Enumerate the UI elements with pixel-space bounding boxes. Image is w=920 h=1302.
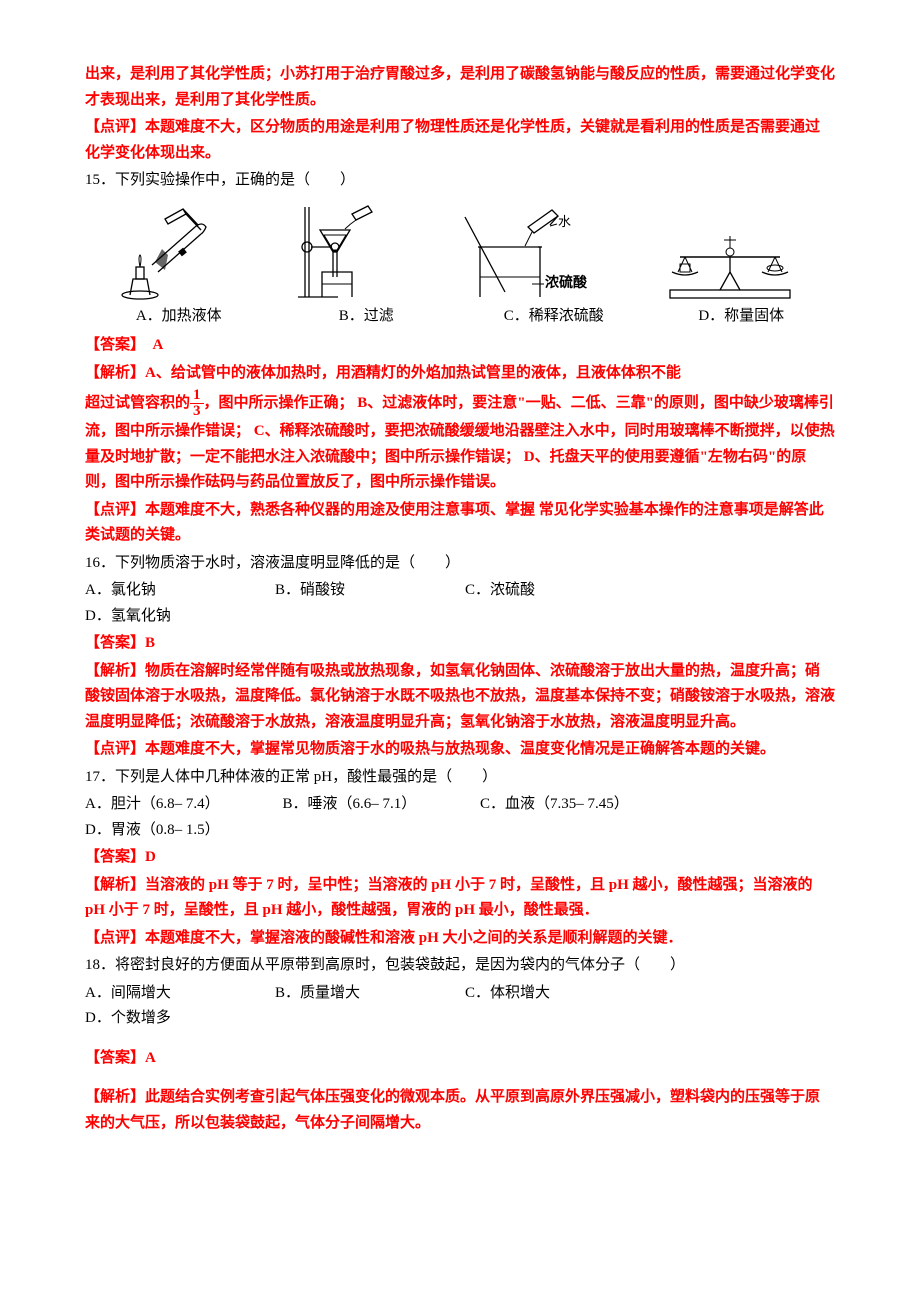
balance-icon bbox=[650, 222, 810, 302]
q17-answer: 【答案】D bbox=[85, 845, 835, 871]
acid-label: 浓硫酸 bbox=[545, 274, 588, 291]
analysis-text: 物质在溶解时经常伴随有吸热或放热现象，如氢氧化钠固体、浓硫酸溶于放出大量的热，温… bbox=[85, 663, 835, 730]
q15-review: 【点评】本题难度不大，熟悉各种仪器的用途及使用注意事项、掌握 常见化学实验基本操… bbox=[85, 498, 835, 549]
q18-opt-d: D．个数增多 bbox=[85, 1006, 275, 1032]
q16-opt-b: B．硝酸铵 bbox=[275, 578, 465, 604]
analysis-text: 此题结合实例考查引起气体压强变化的微观本质。从平原到高原外界压强减小，塑料袋内的… bbox=[85, 1089, 820, 1131]
answer-label: 【答案】 bbox=[85, 1050, 145, 1066]
q16-opt-a: A．氯化钠 bbox=[85, 578, 275, 604]
answer-label: 【答案】 bbox=[85, 337, 138, 353]
q17-opt-c: C．血液（7.35– 7.45） bbox=[480, 792, 685, 818]
figure-d bbox=[650, 222, 810, 302]
intro-review: 【点评】本题难度不大，区分物质的用途是利用了物理性质还是化学性质，关键就是看利用… bbox=[85, 115, 835, 166]
water-label: 水 bbox=[558, 214, 571, 229]
review-label: 【点评】 bbox=[85, 741, 145, 757]
q15-figures: 水 浓硫酸 bbox=[85, 202, 835, 302]
analysis-pre-text: A、给试管中的液体加热时，用酒精灯的外焰加热试管里的液体，且液体体积不能 bbox=[145, 365, 681, 381]
q18-answer: 【答案】A bbox=[85, 1046, 835, 1072]
analysis-label: 【解析】 bbox=[85, 877, 145, 893]
answer-value: D bbox=[145, 849, 156, 865]
fraction: 13 bbox=[190, 388, 204, 419]
fig-d-label: D．称量固体 bbox=[661, 304, 821, 330]
review-label: 【点评】 bbox=[85, 930, 145, 946]
q16-options: A．氯化钠 B．硝酸铵 C．浓硫酸 D．氢氧化钠 bbox=[85, 578, 835, 629]
q18-opt-a: A．间隔增大 bbox=[85, 981, 275, 1007]
q16-answer: 【答案】B bbox=[85, 631, 835, 657]
frac-num: 1 bbox=[190, 388, 204, 404]
q17-opt-a: A．胆汁（6.8– 7.4） bbox=[85, 792, 283, 818]
fig-a-label: A．加热液体 bbox=[99, 304, 259, 330]
q18-stem: 18．将密封良好的方便面从平原带到高原时，包装袋鼓起，是因为袋内的气体分子（ ） bbox=[85, 953, 835, 979]
q16-opt-d: D．氢氧化钠 bbox=[85, 604, 275, 630]
answer-label: 【答案】 bbox=[85, 635, 145, 651]
q17-review: 【点评】本题难度不大，掌握溶液的酸碱性和溶液 pH 大小之间的关系是顺利解题的关… bbox=[85, 926, 835, 952]
fig-b-label: B．过滤 bbox=[286, 304, 446, 330]
answer-label: 【答案】 bbox=[85, 849, 145, 865]
q17-stem: 17．下列是人体中几种体液的正常 pH，酸性最强的是（ ） bbox=[85, 765, 835, 791]
analysis-mid: 超过试管容积的 bbox=[85, 395, 190, 411]
review-text: 本题难度不大，掌握常见物质溶于水的吸热与放热现象、温度变化情况是正确解答本题的关… bbox=[145, 741, 775, 757]
analysis-label: 【解析】 bbox=[85, 1089, 145, 1105]
filter-icon bbox=[280, 202, 400, 302]
q16-opt-c: C．浓硫酸 bbox=[465, 578, 655, 604]
analysis-label: 【解析】 bbox=[85, 663, 145, 679]
q15-analysis-pre: 【解析】A、给试管中的液体加热时，用酒精灯的外焰加热试管里的液体，且液体体积不能 bbox=[85, 361, 835, 387]
review-text: 本题难度不大，掌握溶液的酸碱性和溶液 pH 大小之间的关系是顺利解题的关键． bbox=[145, 930, 683, 946]
q16-stem: 16．下列物质溶于水时，溶液温度明显降低的是（ ） bbox=[85, 551, 835, 577]
q18-opt-b: B．质量增大 bbox=[275, 981, 465, 1007]
answer-value: B bbox=[145, 635, 155, 651]
q15-stem: 15．下列实验操作中，正确的是（ ） bbox=[85, 168, 835, 194]
figure-b bbox=[280, 202, 400, 302]
figure-a bbox=[110, 207, 230, 302]
fig-c-label: C．稀释浓硫酸 bbox=[474, 304, 634, 330]
review-label: 【点评】 bbox=[85, 119, 145, 135]
q16-analysis: 【解析】物质在溶解时经常伴随有吸热或放热现象，如氢氧化钠固体、浓硫酸溶于放出大量… bbox=[85, 659, 835, 736]
q16-review: 【点评】本题难度不大，掌握常见物质溶于水的吸热与放热现象、温度变化情况是正确解答… bbox=[85, 737, 835, 763]
q18-options: A．间隔增大 B．质量增大 C．体积增大 D．个数增多 bbox=[85, 981, 835, 1032]
heating-liquid-icon bbox=[110, 207, 230, 302]
analysis-label: 【解析】 bbox=[85, 365, 145, 381]
q17-analysis: 【解析】当溶液的 pH 等于 7 时，呈中性；当溶液的 pH 小于 7 时，呈酸… bbox=[85, 873, 835, 924]
review-text: 本题难度不大，区分物质的用途是利用了物理性质还是化学性质，关键就是看利用的性质是… bbox=[85, 119, 820, 161]
q15-figure-labels: A．加热液体 B．过滤 C．稀释浓硫酸 D．称量固体 bbox=[85, 304, 835, 330]
dilute-acid-icon: 水 浓硫酸 bbox=[450, 202, 600, 302]
analysis-text: 当溶液的 pH 等于 7 时，呈中性；当溶液的 pH 小于 7 时，呈酸性，且 … bbox=[85, 877, 813, 919]
q15-analysis-main: 超过试管容积的13，图中所示操作正确； B、过滤液体时，要注意"一贴、二低、三靠… bbox=[85, 388, 835, 496]
answer-value: A bbox=[138, 337, 164, 353]
q18-opt-c: C．体积增大 bbox=[465, 981, 655, 1007]
intro-line1: 出来，是利用了其化学性质；小苏打用于治疗胃酸过多，是利用了碳酸氢钠能与酸反应的性… bbox=[85, 62, 835, 113]
q17-opt-d: D．胃液（0.8– 1.5） bbox=[85, 818, 268, 844]
frac-den: 3 bbox=[190, 404, 204, 419]
q15-answer: 【答案】 A bbox=[85, 333, 835, 359]
review-label: 【点评】 bbox=[85, 502, 145, 518]
q17-options: A．胆汁（6.8– 7.4） B．唾液（6.6– 7.1） C．血液（7.35–… bbox=[85, 792, 835, 843]
figure-c: 水 浓硫酸 bbox=[450, 202, 600, 302]
q18-analysis: 【解析】此题结合实例考查引起气体压强变化的微观本质。从平原到高原外界压强减小，塑… bbox=[85, 1085, 835, 1136]
answer-value: A bbox=[145, 1050, 156, 1066]
review-text: 本题难度不大，熟悉各种仪器的用途及使用注意事项、掌握 常见化学实验基本操作的注意… bbox=[85, 502, 824, 544]
q17-opt-b: B．唾液（6.6– 7.1） bbox=[283, 792, 481, 818]
